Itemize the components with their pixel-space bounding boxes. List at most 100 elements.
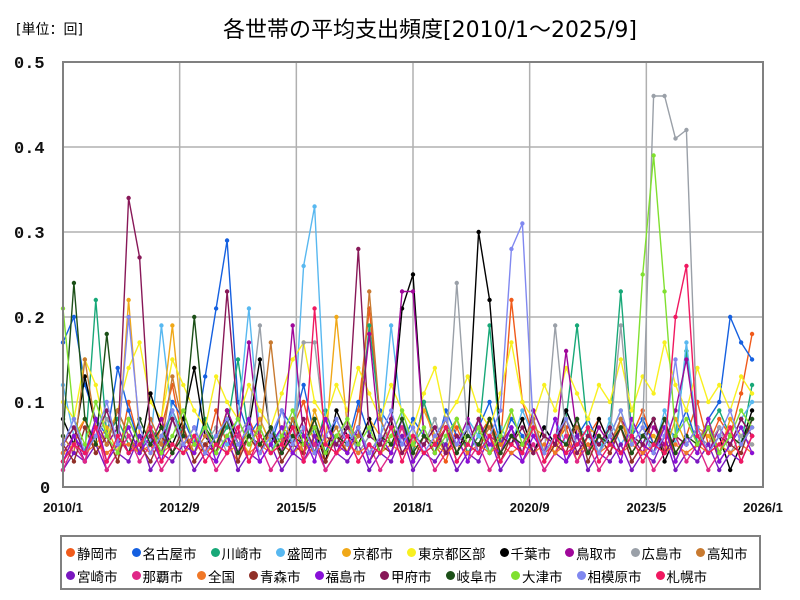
data-point bbox=[596, 450, 602, 456]
data-point bbox=[585, 467, 591, 473]
data-point bbox=[257, 416, 263, 422]
data-point bbox=[673, 136, 678, 141]
data-point bbox=[367, 442, 372, 447]
data-point bbox=[235, 450, 241, 456]
data-point bbox=[126, 459, 131, 464]
data-point bbox=[235, 425, 241, 430]
data-point bbox=[717, 442, 722, 447]
data-point bbox=[596, 425, 602, 430]
data-point bbox=[93, 399, 99, 405]
data-point bbox=[192, 425, 197, 430]
data-point bbox=[257, 450, 263, 456]
legend-dot-icon bbox=[210, 548, 220, 557]
data-point bbox=[738, 425, 744, 430]
data-point bbox=[268, 340, 274, 345]
x-tick-label: 2020/9 bbox=[510, 500, 550, 515]
data-point bbox=[552, 450, 558, 456]
data-point bbox=[673, 442, 678, 447]
data-point bbox=[727, 408, 733, 413]
series-line bbox=[62, 155, 753, 455]
data-point bbox=[618, 323, 624, 328]
data-point bbox=[520, 459, 525, 464]
data-point bbox=[727, 442, 733, 447]
data-point bbox=[268, 450, 274, 456]
data-point bbox=[104, 467, 109, 473]
data-point bbox=[356, 450, 361, 456]
legend-dot-icon bbox=[630, 548, 640, 557]
data-point bbox=[465, 459, 470, 464]
data-point bbox=[542, 450, 547, 456]
legend-item: 名古屋市 bbox=[131, 543, 197, 563]
data-point bbox=[717, 433, 722, 439]
data-point bbox=[388, 425, 394, 430]
data-point bbox=[465, 433, 470, 439]
data-point bbox=[509, 425, 514, 430]
data-point bbox=[246, 425, 252, 430]
data-point bbox=[410, 459, 416, 464]
data-point bbox=[170, 433, 175, 439]
legend-dot-icon bbox=[66, 548, 75, 557]
legend-item: 高知市 bbox=[696, 543, 748, 563]
data-point bbox=[356, 399, 361, 405]
data-point bbox=[192, 433, 197, 439]
data-point bbox=[509, 442, 514, 447]
legend-label: 東京都区部 bbox=[418, 546, 486, 563]
data-point bbox=[509, 297, 514, 303]
data-point bbox=[432, 450, 438, 456]
legend-label: 相模原市 bbox=[587, 569, 642, 586]
data-point bbox=[706, 425, 711, 430]
data-point bbox=[202, 425, 208, 430]
data-point bbox=[727, 314, 733, 320]
data-point bbox=[443, 425, 449, 430]
legend-dot-icon bbox=[341, 548, 351, 557]
data-point bbox=[312, 408, 317, 413]
data-point bbox=[290, 433, 295, 439]
data-point bbox=[323, 442, 328, 447]
data-point bbox=[388, 408, 394, 413]
data-point bbox=[651, 391, 656, 396]
data-point bbox=[618, 289, 624, 294]
data-point bbox=[104, 459, 109, 464]
data-point bbox=[71, 442, 77, 447]
data-point bbox=[749, 433, 755, 439]
data-point bbox=[487, 433, 492, 439]
x-tick-label: 2010/1 bbox=[43, 500, 83, 515]
legend-item: 鳥取市 bbox=[565, 543, 617, 563]
legend-item: 福島市 bbox=[314, 566, 367, 586]
legend-item: 甲府市 bbox=[380, 566, 432, 586]
data-point bbox=[454, 459, 459, 464]
data-point bbox=[443, 459, 449, 464]
data-point bbox=[126, 433, 131, 439]
legend-item: 川崎市 bbox=[210, 543, 262, 563]
legend-dot-icon bbox=[197, 571, 206, 580]
data-point bbox=[377, 416, 383, 422]
data-point bbox=[531, 433, 536, 439]
data-point bbox=[618, 416, 624, 422]
data-point bbox=[749, 331, 755, 337]
data-point bbox=[246, 306, 252, 311]
data-point bbox=[629, 450, 634, 456]
data-point bbox=[377, 433, 383, 439]
series-line bbox=[62, 197, 753, 455]
data-point bbox=[213, 433, 219, 439]
data-point bbox=[585, 450, 591, 456]
data-point bbox=[596, 433, 602, 439]
data-point bbox=[367, 331, 372, 337]
data-point bbox=[738, 442, 744, 447]
data-point bbox=[399, 425, 405, 430]
legend-label: 鳥取市 bbox=[576, 546, 617, 563]
data-point bbox=[421, 442, 427, 447]
data-point bbox=[454, 399, 459, 405]
data-point bbox=[301, 263, 306, 269]
data-point bbox=[673, 450, 678, 456]
legend-label: 福島市 bbox=[325, 569, 367, 586]
data-point bbox=[170, 408, 175, 413]
data-point bbox=[432, 459, 438, 464]
data-point bbox=[662, 459, 667, 464]
data-point bbox=[235, 433, 241, 439]
data-point bbox=[137, 255, 142, 260]
data-point bbox=[727, 467, 733, 473]
data-point bbox=[421, 433, 427, 439]
data-point bbox=[607, 450, 613, 456]
data-point bbox=[509, 450, 514, 456]
